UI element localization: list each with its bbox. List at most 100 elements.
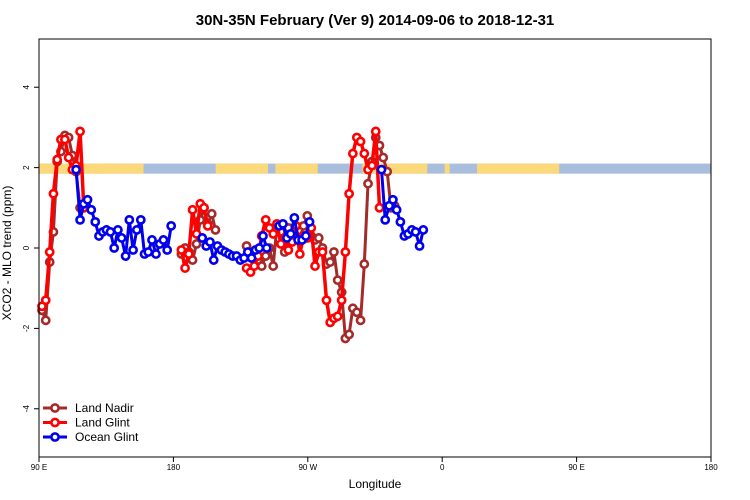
data-point (180, 263, 190, 273)
data-point (256, 261, 267, 271)
data-point (268, 261, 279, 271)
data-point (86, 204, 97, 215)
data-point (340, 247, 351, 257)
x-tick-label: 180 (167, 463, 181, 472)
series-land-nadir (37, 130, 400, 344)
x-axis-label: Longitude (349, 477, 402, 491)
data-point (260, 214, 271, 225)
legend-item: Land Nadir (43, 401, 134, 415)
x-tick-label: 90 W (298, 463, 317, 472)
data-point (158, 235, 169, 245)
data-point (370, 126, 381, 137)
data-point (268, 229, 279, 239)
y-tick-label: -2 (22, 324, 31, 332)
data-point (414, 241, 425, 251)
data-point (202, 220, 213, 231)
data-point (344, 188, 355, 199)
data-point (48, 188, 59, 199)
data-point (109, 243, 120, 253)
data-point (75, 214, 85, 225)
data-point (367, 160, 377, 171)
data-point (289, 212, 300, 223)
land-band-segment (215, 163, 268, 174)
land-band-segment (477, 163, 560, 174)
data-point (44, 247, 55, 257)
data-point (304, 216, 315, 227)
data-point (206, 208, 217, 219)
data-point (71, 164, 81, 175)
data-point (90, 216, 101, 227)
data-point (310, 261, 320, 271)
data-point (162, 245, 173, 255)
x-tick-label: 180 (704, 463, 718, 472)
x-tick-label: 90 E (31, 463, 47, 472)
y-tick-label: 4 (22, 84, 31, 89)
legend-item: Land Glint (43, 416, 130, 430)
data-point (313, 233, 324, 243)
data-point (285, 229, 296, 239)
data-point (376, 164, 387, 175)
data-point (344, 329, 355, 340)
legend-label: Land Glint (75, 416, 130, 430)
data-point (260, 251, 271, 261)
land-band-segment (39, 163, 144, 174)
data-point (63, 152, 74, 163)
data-point (254, 243, 265, 253)
x-tick-label: 0 (440, 463, 445, 472)
data-point (347, 148, 358, 159)
plot-frame (38, 38, 712, 458)
legend-label: Land Nadir (75, 401, 134, 415)
data-point (246, 253, 257, 263)
data-point (351, 307, 362, 318)
series-land-glint (37, 126, 385, 328)
y-tick-label: 0 (22, 245, 31, 250)
chart-title: 30N-35N February (Ver 9) 2014-09-06 to 2… (196, 12, 555, 29)
data-point (131, 225, 142, 235)
data-point (120, 251, 131, 261)
data-point (249, 261, 260, 271)
legend-marker (50, 432, 60, 442)
data-point (187, 204, 198, 215)
legend-marker (50, 403, 60, 413)
x-tick-label: 90 E (568, 463, 584, 472)
data-point (59, 134, 70, 145)
data-point (359, 259, 370, 269)
y-axis-label: XCO2 - MLO trend (ppm) (0, 186, 14, 321)
land-band-segment (63, 163, 69, 174)
data-point (191, 239, 202, 249)
data-point (105, 227, 116, 237)
land-band-segment (96, 163, 104, 174)
data-point (300, 231, 311, 241)
land-band-segment (362, 163, 428, 174)
data-point (336, 295, 347, 306)
data-point (391, 204, 402, 215)
data-point (124, 214, 135, 225)
data-point (294, 249, 305, 259)
data-point (374, 202, 385, 213)
data-point (166, 220, 177, 231)
data-point (325, 257, 336, 267)
data-point (329, 247, 339, 257)
data-point (128, 245, 138, 255)
data-point (151, 249, 161, 259)
data-point (199, 202, 209, 213)
data-point (355, 315, 366, 326)
data-point (395, 216, 406, 227)
data-point (40, 315, 51, 326)
data-point (363, 178, 373, 189)
data-point (278, 218, 288, 229)
data-point (332, 311, 343, 322)
data-point (112, 225, 123, 235)
data-point (205, 237, 215, 247)
data-point (378, 152, 389, 163)
data-point (258, 231, 268, 241)
y-tick-label: 2 (22, 165, 31, 170)
data-point (52, 154, 63, 165)
data-point (116, 233, 127, 243)
data-point (418, 225, 429, 235)
data-point (208, 255, 219, 265)
data-point (283, 245, 294, 255)
data-point (135, 214, 146, 225)
